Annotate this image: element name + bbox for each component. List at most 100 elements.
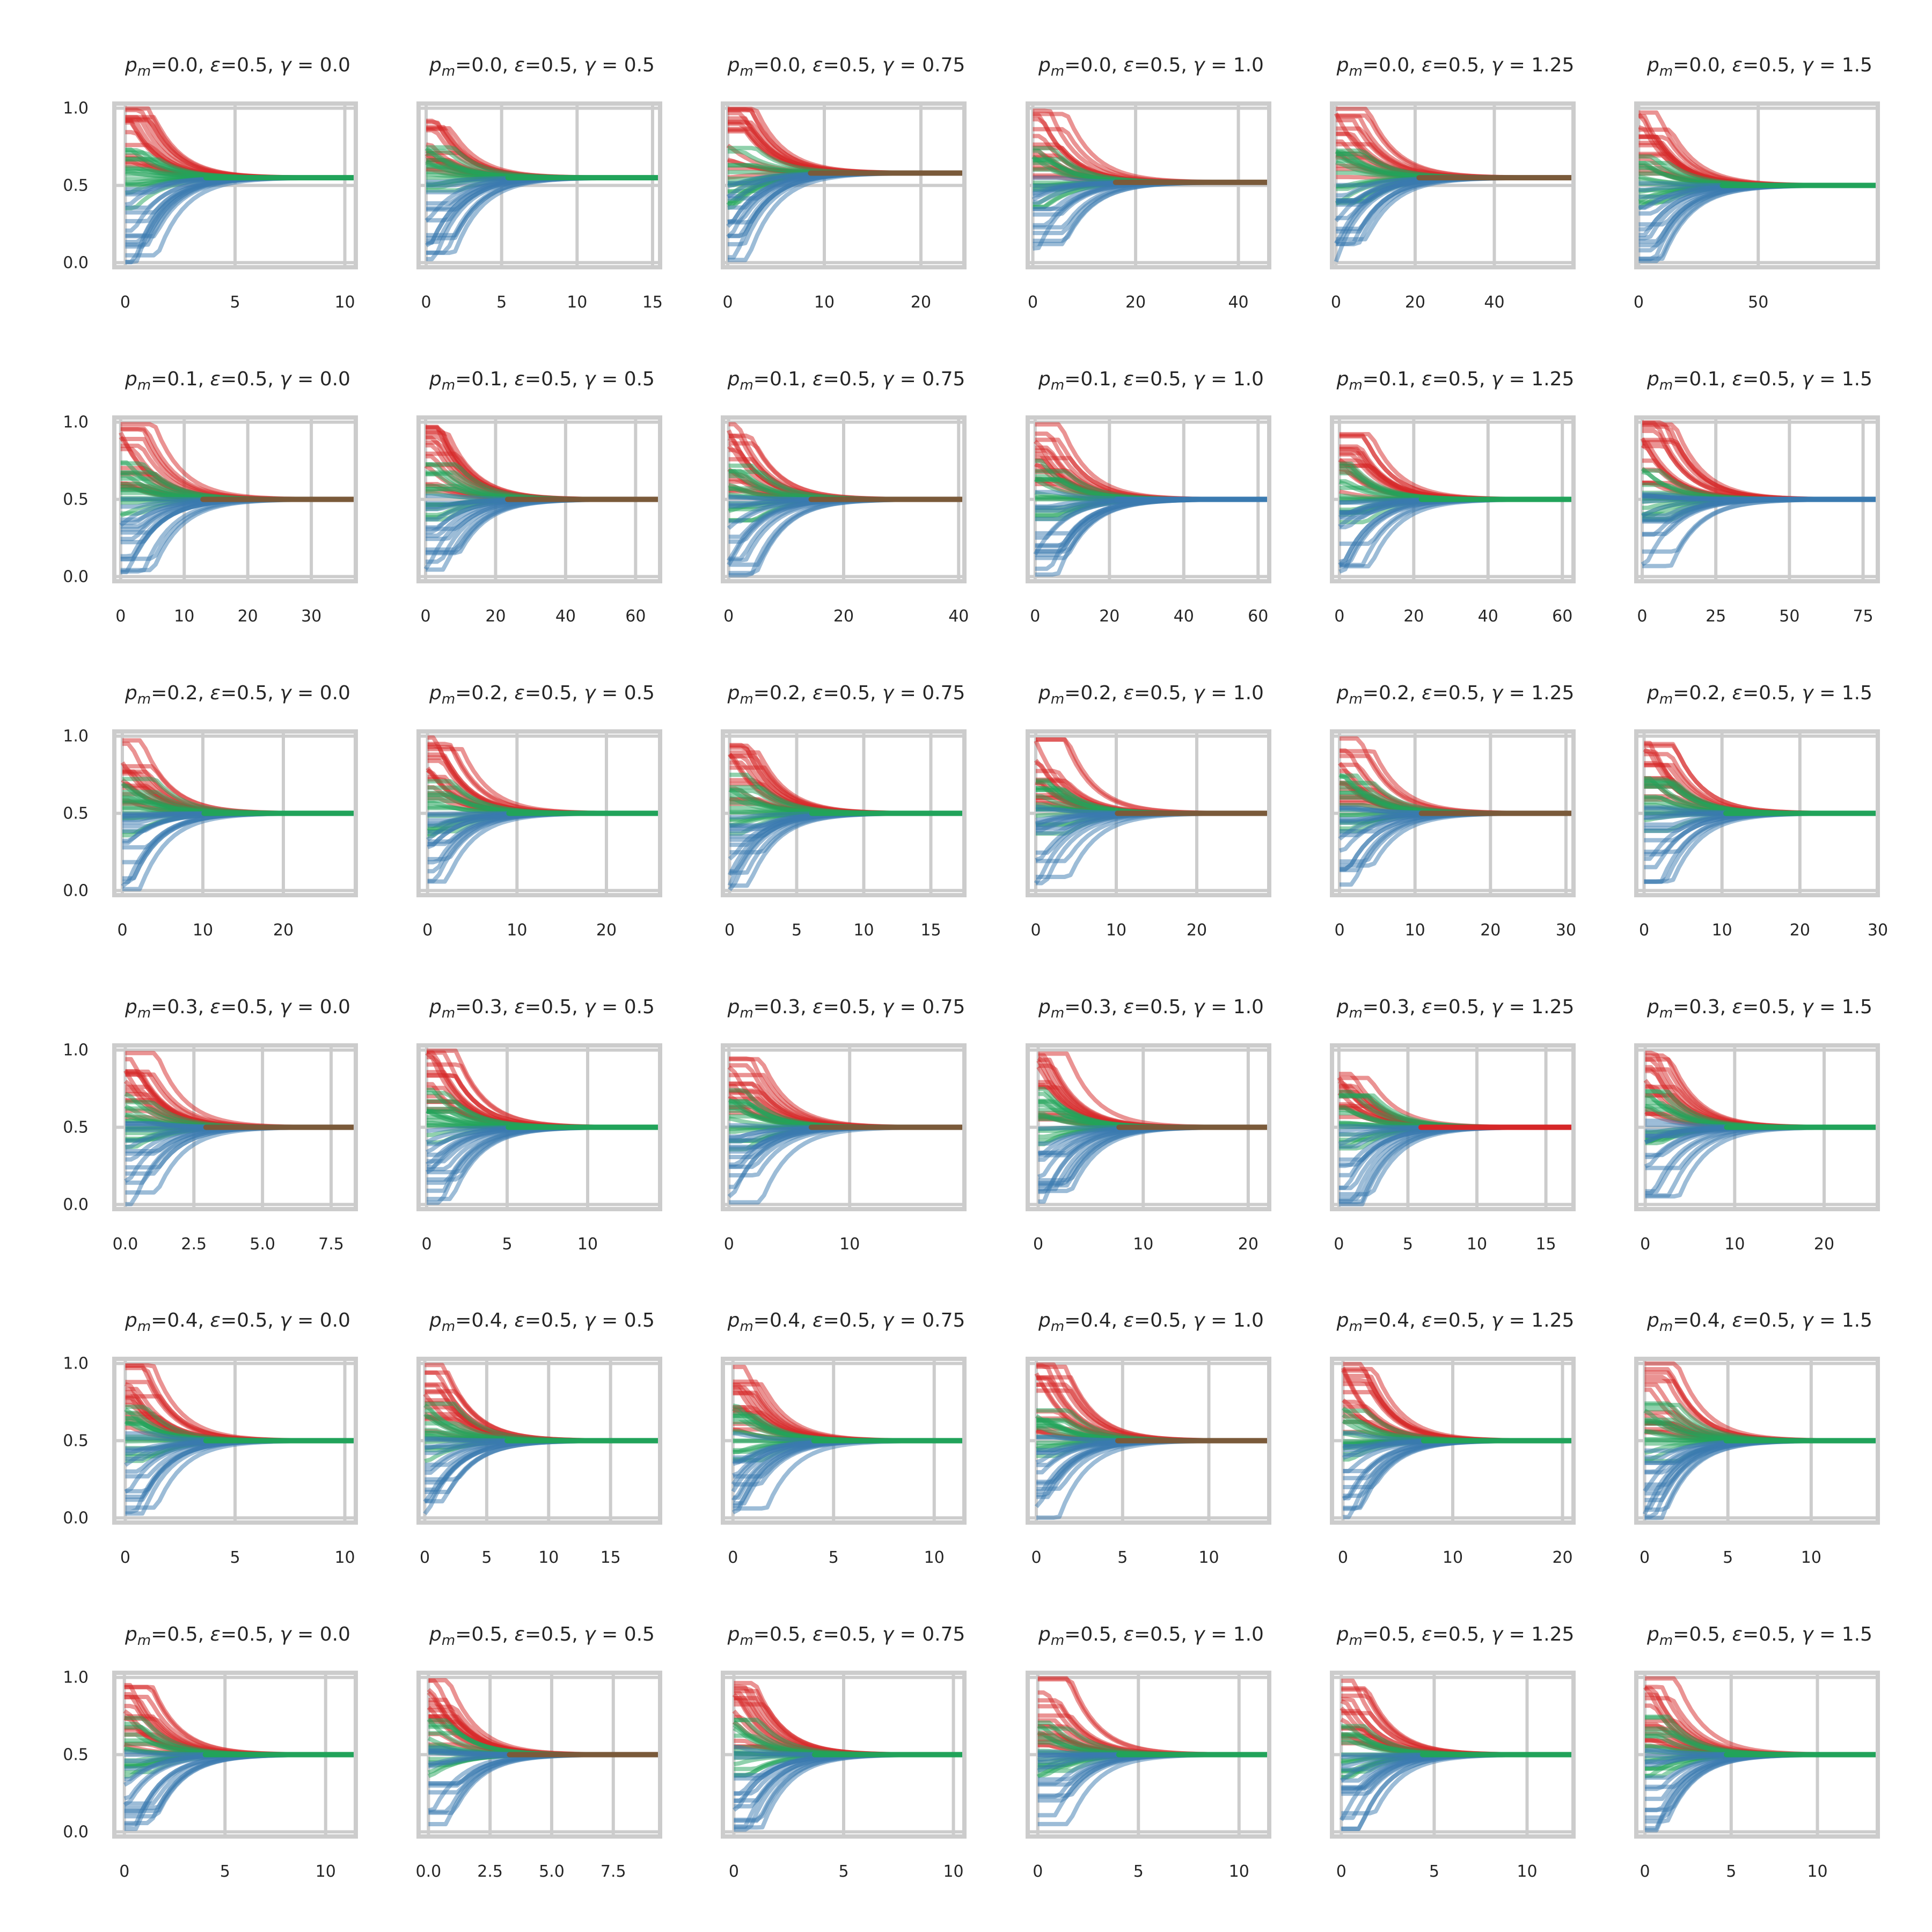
x-tick-label: 20 [273, 921, 294, 940]
x-tick-label: 5 [1723, 1548, 1733, 1567]
axes-frame [1026, 1671, 1271, 1839]
x-tick-label: 5.0 [539, 1862, 565, 1881]
x-tick-label: 5 [1726, 1862, 1736, 1881]
title-eps-value: =0.5, [1743, 996, 1802, 1018]
title-subscript: m [1051, 1319, 1064, 1335]
x-tick-label: 10 [567, 293, 587, 312]
title-gamma: γ [1193, 1309, 1205, 1331]
x-tick-label: 5 [792, 921, 802, 940]
x-tick-label: 5 [1429, 1862, 1439, 1881]
title-pm-value: =0.0, [1363, 54, 1422, 76]
axes-frame [1026, 729, 1271, 897]
x-tick-label: 30 [1868, 921, 1888, 940]
title-gamma: γ [882, 682, 895, 704]
axes-frame [1634, 729, 1880, 897]
subplot-r1-c2: 0 20 40 pm=0.1, ε=0.5, γ = 0.75 [721, 368, 969, 626]
axes-frame [721, 1671, 967, 1839]
series-blue [121, 811, 355, 891]
title-epsilon: ε [1732, 682, 1743, 704]
title-p: p [1336, 682, 1349, 704]
x-tick-label: 75 [1853, 607, 1873, 626]
x-tick-label: 0 [1334, 607, 1344, 626]
title-epsilon: ε [1422, 1309, 1432, 1331]
title-p: p [429, 1623, 442, 1645]
axes-frame [721, 415, 967, 583]
title-gamma: γ [280, 1309, 292, 1331]
x-tick-label: 0 [421, 293, 431, 312]
axes-frame [721, 729, 967, 897]
subplot-r0-c0: 0 5 10 0.0 0.5 1.0 pm=0.0, ε=0.5, γ = 0.0 [63, 54, 358, 312]
x-tick-label: 2.5 [477, 1862, 503, 1881]
x-tick-label: 20 [1099, 607, 1119, 626]
trajectories [1036, 1676, 1268, 1826]
title-eps-value: =0.5, [1134, 682, 1193, 704]
title-gamma: γ [882, 54, 895, 76]
x-tick-label: 10 [507, 921, 527, 940]
series-blue [1035, 1435, 1268, 1520]
title-epsilon: ε [515, 682, 525, 704]
title-eps-value: =0.5, [1432, 682, 1491, 704]
x-tick-label: 5 [496, 293, 507, 312]
x-tick-label: 5.0 [250, 1235, 275, 1254]
trajectories [727, 743, 963, 891]
title-gamma-value: = 0.0 [291, 1309, 350, 1331]
x-tick-label: 0 [421, 1235, 431, 1254]
series-blue [1034, 804, 1268, 885]
title-gamma: γ [882, 996, 895, 1018]
title-epsilon: ε [210, 54, 221, 76]
title-pm-value: =0.2, [151, 682, 210, 704]
title-p: p [1038, 1623, 1051, 1645]
subplot-r0-c2: 0 10 20 pm=0.0, ε=0.5, γ = 0.75 [721, 54, 967, 312]
x-tick-label: 10 [1106, 921, 1126, 940]
title-subscript: m [1349, 691, 1362, 707]
title-pm-value: =0.0, [151, 54, 210, 76]
x-tick-label: 20 [1238, 1235, 1258, 1254]
series-blue [423, 1436, 659, 1516]
x-tick-label: 20 [1403, 607, 1424, 626]
title-eps-value: =0.5, [1743, 1309, 1802, 1331]
subplot-r1-c3: 0 20 40 60 pm=0.1, ε=0.5, γ = 1.0 [1026, 368, 1271, 626]
x-tick-label: 0.0 [416, 1862, 442, 1881]
title-eps-value: =0.5, [1743, 1623, 1802, 1645]
title-epsilon: ε [1732, 996, 1743, 1018]
subplot-title: pm=0.0, ε=0.5, γ = 1.0 [1038, 54, 1264, 79]
title-p: p [1336, 1623, 1349, 1645]
title-pm-value: =0.5, [1363, 1623, 1422, 1645]
subplot-r1-c1: 0 20 40 60 pm=0.1, ε=0.5, γ = 0.5 [416, 368, 662, 626]
x-tick-label: 10 [316, 1862, 336, 1881]
x-tick-label: 20 [1790, 921, 1810, 940]
x-tick-label: 20 [1814, 1235, 1834, 1254]
title-eps-value: =0.5, [1432, 54, 1491, 76]
title-subscript: m [1349, 1319, 1362, 1335]
title-gamma-value: = 1.0 [1205, 368, 1264, 390]
x-tick-label: 0 [1336, 1862, 1346, 1881]
title-subscript: m [137, 63, 151, 79]
subplot-r4-c2: 0 5 10 pm=0.4, ε=0.5, γ = 0.75 [721, 1309, 967, 1567]
title-pm-value: =0.4, [753, 1309, 813, 1331]
series-blue [1334, 175, 1572, 263]
title-subscript: m [442, 377, 455, 393]
subplot-title: pm=0.3, ε=0.5, γ = 0.0 [125, 996, 350, 1021]
series-blue [1641, 492, 1877, 568]
title-gamma-value: = 0.0 [291, 54, 350, 76]
title-pm-value: =0.1, [151, 368, 210, 390]
axes-frame [1634, 415, 1880, 583]
x-tick-label: 10 [853, 921, 874, 940]
title-p: p [125, 54, 137, 76]
subplot-title: pm=0.1, ε=0.5, γ = 1.0 [1038, 368, 1264, 393]
subplot-r1-c0: 0 10 20 30 0.0 0.5 1.0 pm=0.1, ε=0.5, γ = 0.0 [63, 368, 358, 626]
subplot-title: pm=0.1, ε=0.5, γ = 1.25 [1336, 368, 1575, 393]
series-red [1643, 1676, 1877, 1757]
title-eps-value: =0.5, [221, 54, 280, 76]
y-tick-label: 0.0 [63, 881, 89, 900]
title-p: p [727, 996, 740, 1018]
title-subscript: m [442, 1633, 455, 1649]
title-subscript: m [442, 1319, 455, 1335]
trajectories [425, 119, 659, 261]
title-p: p [1336, 54, 1349, 76]
x-tick-label: 5 [1117, 1548, 1128, 1567]
title-epsilon: ε [1422, 368, 1432, 390]
title-epsilon: ε [813, 996, 823, 1018]
series-blue [426, 811, 659, 884]
series-blue [727, 811, 963, 891]
